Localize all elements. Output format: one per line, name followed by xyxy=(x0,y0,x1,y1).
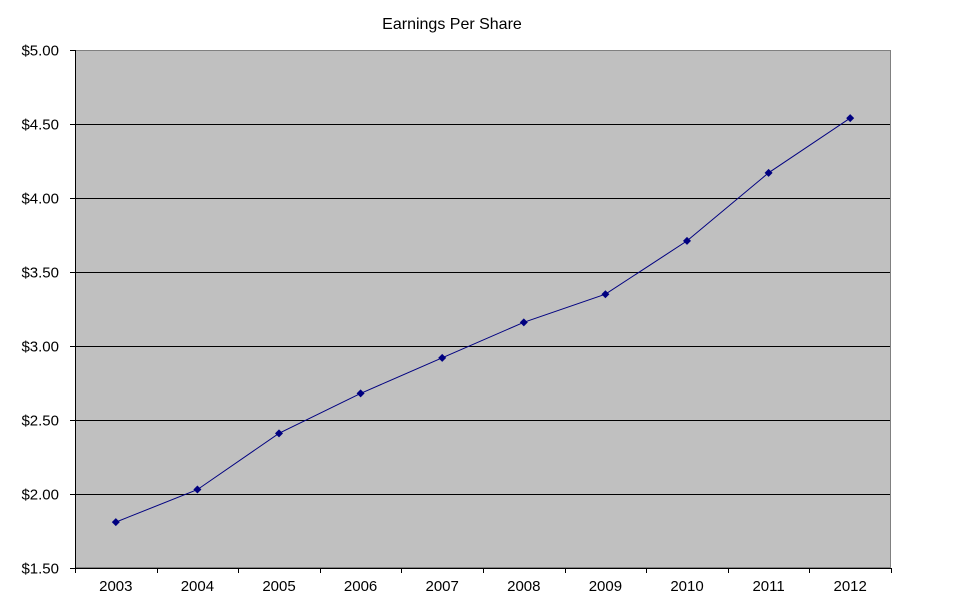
x-tick-label: 2011 xyxy=(752,578,784,595)
data-point-marker xyxy=(356,389,365,398)
x-tick-label: 2004 xyxy=(181,578,214,595)
x-axis-tick-labels: 2003 2004 2005 2006 2007 2008 2009 2010 2011 2012 xyxy=(99,578,867,595)
x-tick-label: 2007 xyxy=(426,578,459,595)
x-tick-label: 2003 xyxy=(99,578,132,595)
data-point-marker xyxy=(764,168,773,177)
chart-title: Earnings Per Share xyxy=(382,16,522,33)
y-axis-tick-labels: $1.50 $2.00 $2.50 $3.00 $3.50 $4.00 $4.50 $5.00 xyxy=(21,43,59,578)
series-line xyxy=(115,117,851,523)
y-tick-label: $1.50 xyxy=(21,561,59,578)
y-tick-label: $2.50 xyxy=(21,413,59,430)
x-tick-label: 2008 xyxy=(507,578,540,595)
x-tick-label: 2006 xyxy=(344,578,377,595)
data-point-marker xyxy=(275,429,283,438)
data-point-marker xyxy=(683,236,691,245)
y-tick-label: $4.00 xyxy=(21,191,59,208)
series-eps xyxy=(111,114,855,527)
x-tick-label: 2012 xyxy=(834,578,867,595)
plot-area xyxy=(75,50,891,568)
data-point-marker xyxy=(601,290,610,299)
data-point-marker xyxy=(193,485,202,494)
data-point-marker xyxy=(111,518,120,527)
x-tick-label: 2010 xyxy=(670,578,703,595)
y-tick-label: $3.50 xyxy=(21,265,59,282)
y-tick-label: $2.00 xyxy=(21,487,59,504)
y-tick-label: $3.00 xyxy=(21,339,59,356)
data-point-marker xyxy=(519,318,528,327)
data-point-marker xyxy=(846,114,855,123)
y-tick-label: $5.00 xyxy=(21,43,59,60)
x-tick-label: 2005 xyxy=(262,578,295,595)
y-tick-label: $4.50 xyxy=(21,117,59,134)
axes xyxy=(70,50,892,573)
data-point-marker xyxy=(438,353,447,362)
x-tick-label: 2009 xyxy=(589,578,622,595)
